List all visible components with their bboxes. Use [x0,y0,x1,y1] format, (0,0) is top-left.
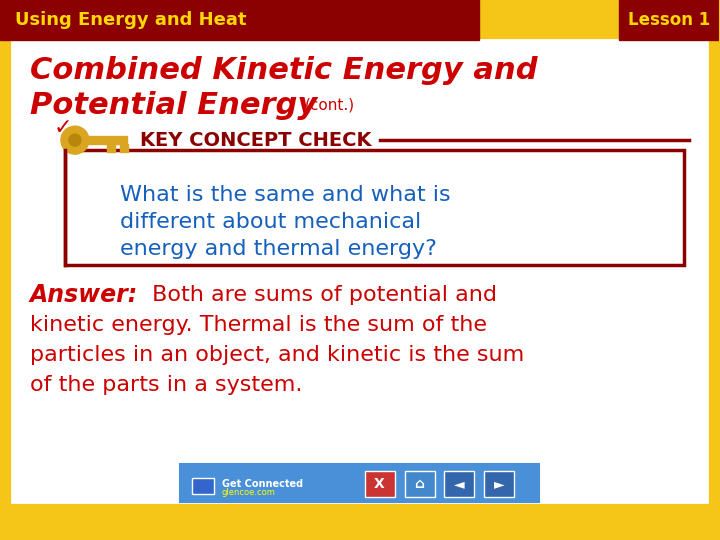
Text: particles in an object, and kinetic is the sum: particles in an object, and kinetic is t… [30,345,524,365]
Bar [107,144,115,152]
Bar [65,150,684,265]
Text: glencoe.com: glencoe.com [222,488,276,497]
Text: ◄: ◄ [454,477,465,491]
Text: Combined Kinetic Energy and: Combined Kinetic Energy and [30,56,538,85]
Bar [619,1,719,40]
Text: energy and thermal energy?: energy and thermal energy? [120,239,437,259]
Bar [405,471,434,497]
Text: ⌂: ⌂ [415,477,425,491]
Text: Get Connected: Get Connected [222,479,303,489]
Text: KEY CONCEPT CHECK: KEY CONCEPT CHECK [140,131,372,150]
Text: Lesson 1: Lesson 1 [628,11,711,29]
Text: different about mechanical: different about mechanical [120,212,421,232]
Circle shape [69,134,81,146]
Text: Answer:: Answer: [30,283,138,307]
Text: X: X [374,477,385,491]
Bar [180,464,539,502]
Bar [485,471,514,497]
Text: ✓: ✓ [53,118,72,138]
Bar [192,478,214,494]
Bar [364,471,395,497]
Bar [120,144,128,152]
Text: of the parts in a system.: of the parts in a system. [30,375,302,395]
Bar [82,136,127,144]
Text: kinetic energy. Thermal is the sum of the: kinetic energy. Thermal is the sum of th… [30,315,487,335]
Text: What is the same and what is: What is the same and what is [120,185,451,205]
Bar [444,471,474,497]
Bar [0,1,480,40]
Bar [12,40,707,502]
Text: Using Energy and Heat: Using Energy and Heat [15,11,246,29]
Text: ►: ► [494,477,505,491]
Text: Both are sums of potential and: Both are sums of potential and [145,285,497,305]
Text: (cont.): (cont.) [305,98,355,113]
Text: Potential Energy: Potential Energy [30,91,318,120]
Circle shape [61,126,89,154]
